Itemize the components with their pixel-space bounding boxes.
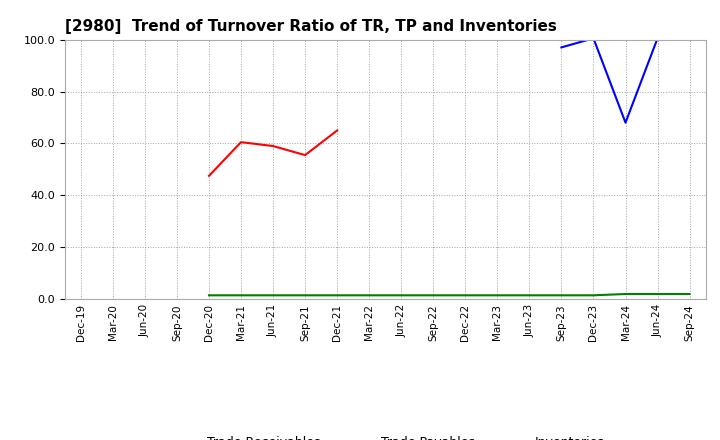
- Text: [2980]  Trend of Turnover Ratio of TR, TP and Inventories: [2980] Trend of Turnover Ratio of TR, TP…: [65, 19, 557, 34]
- Legend: Trade Receivables, Trade Payables, Inventories: Trade Receivables, Trade Payables, Inven…: [161, 431, 610, 440]
